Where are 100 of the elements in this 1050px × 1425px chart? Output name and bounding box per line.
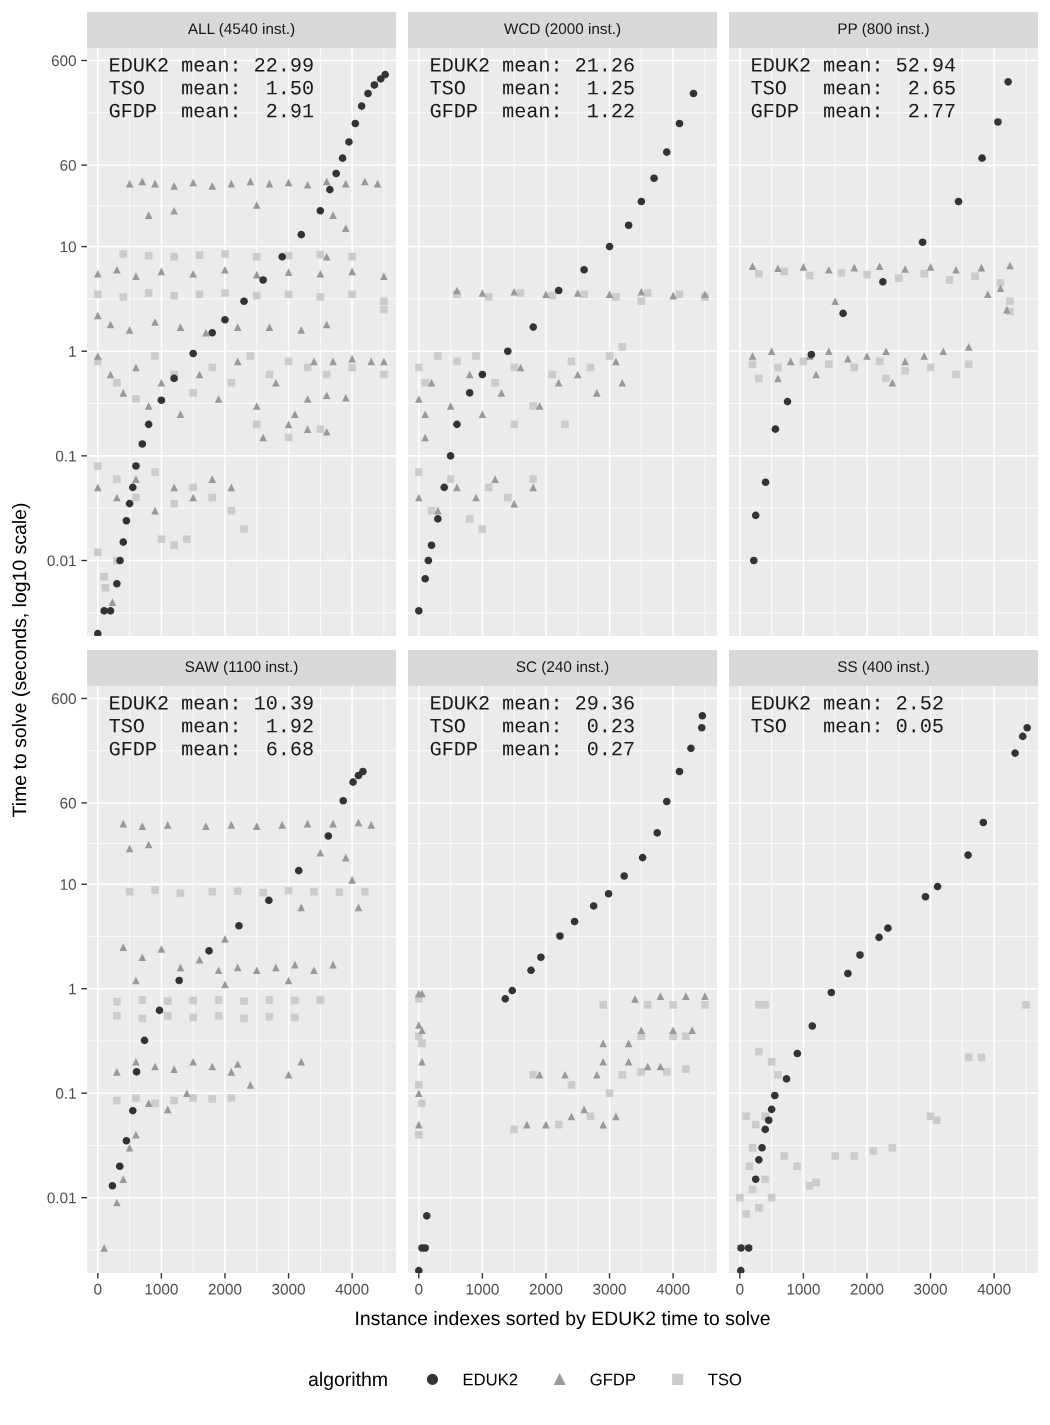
point <box>151 468 159 476</box>
point <box>189 483 197 492</box>
point <box>361 887 369 896</box>
point <box>736 1193 744 1202</box>
point <box>535 1070 544 1079</box>
x-tick-label: 1000 <box>466 1283 499 1295</box>
point <box>221 315 229 324</box>
point <box>132 493 140 502</box>
point <box>643 1062 652 1071</box>
point <box>465 515 474 523</box>
point <box>472 352 480 360</box>
point <box>933 1116 941 1125</box>
annotation: TSO mean: 0.23 <box>430 718 634 733</box>
point <box>748 360 757 369</box>
annotation: GFDP mean: 0.27 <box>430 741 634 756</box>
point <box>208 1062 217 1071</box>
point <box>755 1156 763 1164</box>
point <box>415 1120 423 1129</box>
x-tick-label: 4000 <box>656 1283 690 1295</box>
point <box>554 378 563 387</box>
point <box>113 475 121 483</box>
point <box>380 370 388 379</box>
point <box>132 1068 141 1076</box>
point <box>113 378 121 387</box>
point <box>863 352 871 360</box>
point <box>415 363 423 372</box>
x-tick-label: 2000 <box>529 1283 563 1295</box>
point <box>751 511 760 520</box>
point <box>132 395 140 403</box>
point <box>996 284 1005 293</box>
point <box>510 499 518 508</box>
point <box>624 1057 633 1066</box>
point <box>144 420 153 429</box>
point <box>884 924 892 932</box>
point <box>415 1130 423 1139</box>
point <box>799 263 808 271</box>
point <box>189 389 197 397</box>
annotation: EDUK2 mean: 52.94 <box>752 57 956 72</box>
point <box>920 269 928 278</box>
point <box>542 290 550 299</box>
point <box>163 821 172 829</box>
point <box>573 370 582 379</box>
chart-title: SAW (1100 inst.) <box>185 660 298 676</box>
point <box>964 343 973 351</box>
annotation: EDUK2 mean: 21.26 <box>431 57 634 72</box>
x-tick-label: 1000 <box>145 1283 178 1295</box>
point <box>284 1070 293 1079</box>
point <box>831 1152 839 1160</box>
point <box>415 395 423 403</box>
point <box>94 290 102 299</box>
point <box>140 1036 149 1045</box>
point <box>624 1039 633 1048</box>
point <box>227 1068 236 1076</box>
y-tick-label: 600 <box>51 55 76 67</box>
point <box>751 1120 760 1129</box>
point <box>774 264 782 273</box>
point <box>189 1013 197 1022</box>
legend-title: algorithm <box>308 1371 387 1390</box>
annotation: GFDP mean: 1.22 <box>430 103 634 118</box>
point <box>599 1039 607 1048</box>
point <box>424 556 433 565</box>
point <box>650 174 658 183</box>
point <box>491 378 499 387</box>
point <box>612 357 620 366</box>
chart-title: SS (400 inst.) <box>837 660 929 676</box>
point <box>812 1178 820 1187</box>
point <box>504 493 512 502</box>
point <box>349 778 357 786</box>
point <box>132 976 140 985</box>
point <box>119 538 128 546</box>
point <box>662 797 671 806</box>
point <box>682 1065 690 1073</box>
point <box>618 378 627 387</box>
point <box>484 293 493 301</box>
annotation: TSO mean: 0.05 <box>751 718 943 733</box>
point <box>510 420 518 429</box>
point <box>221 250 229 258</box>
point <box>682 1032 690 1041</box>
point <box>758 1144 766 1152</box>
point <box>345 138 353 146</box>
point <box>351 119 360 128</box>
annotation: TSO mean: 1.50 <box>109 80 313 95</box>
point <box>656 992 665 1000</box>
point <box>418 1099 426 1108</box>
point <box>631 995 639 1003</box>
point <box>138 440 147 448</box>
point <box>94 462 102 470</box>
point <box>214 996 223 1004</box>
point <box>748 262 757 270</box>
point <box>128 483 137 492</box>
point <box>205 947 213 955</box>
chart-title: ALL (4540 inst.) <box>187 22 295 38</box>
y-tick-label: 60 <box>60 797 76 809</box>
point <box>240 1014 248 1023</box>
point <box>233 887 242 895</box>
point <box>316 848 325 857</box>
y-tick-label: 1 <box>69 983 76 995</box>
point <box>556 932 564 940</box>
point <box>240 997 248 1005</box>
point <box>189 996 197 1005</box>
